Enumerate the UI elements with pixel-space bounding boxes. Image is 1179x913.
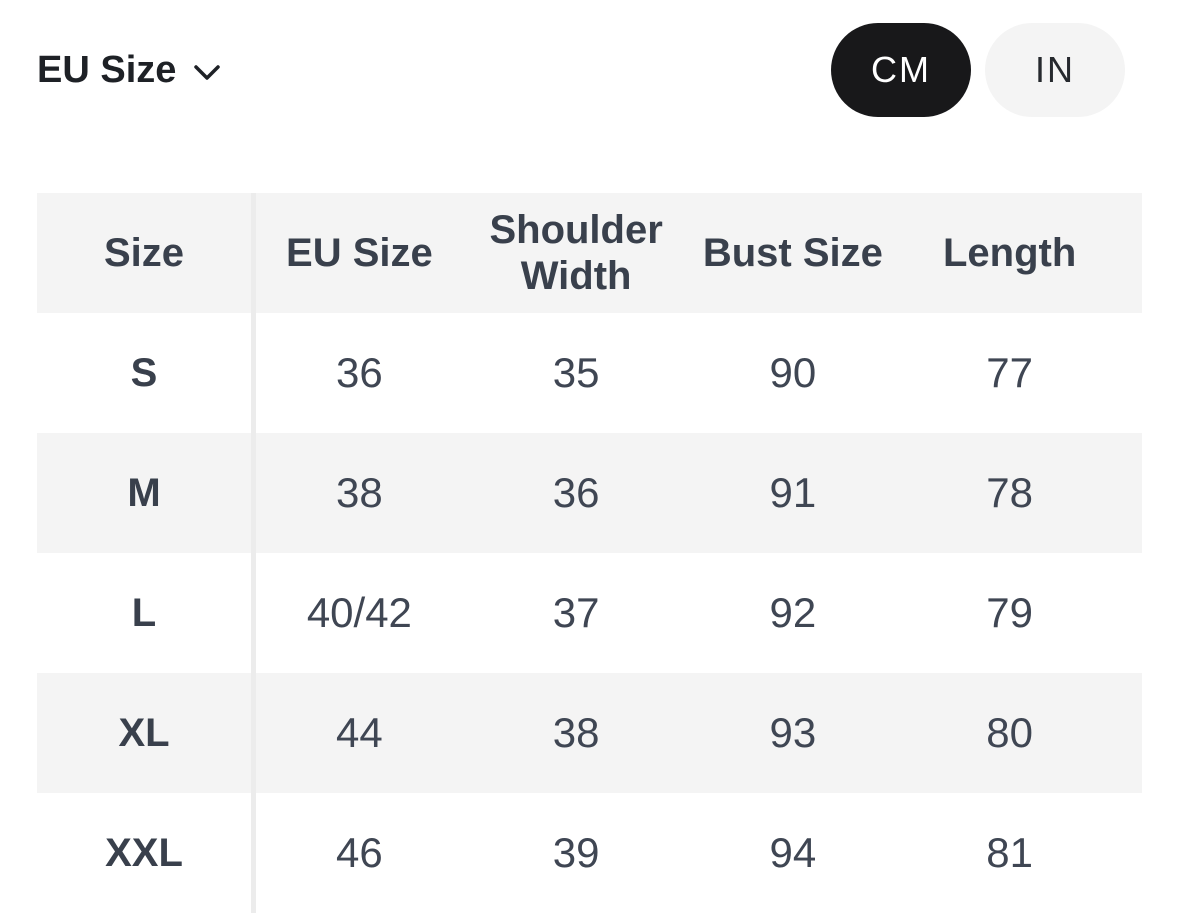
- header-cell-size: Size: [103, 231, 185, 275]
- value-cell-length: 80: [986, 708, 1033, 756]
- value-cell-length: 79: [986, 588, 1033, 636]
- size-label-cell: L: [131, 591, 157, 635]
- size-label-cell: XL: [118, 711, 170, 755]
- size-system-label: EU Size: [37, 48, 177, 91]
- value-cell-eu-size: 36: [336, 348, 383, 396]
- table-row-xxl: XXL 46 39 94 81: [37, 793, 1142, 913]
- table-row-l: L 40/42 37 92 79: [37, 553, 1142, 673]
- table-header-row: Size EU Size Shoulder Width Bust Size Le…: [37, 193, 1142, 313]
- table-row-m: M 38 36 91 78: [37, 433, 1142, 553]
- unit-toggle-cm-label: CM: [871, 49, 931, 90]
- value-cell-eu-size: 40/42: [306, 588, 412, 636]
- size-chart-table: Size EU Size Shoulder Width Bust Size Le…: [37, 193, 1142, 913]
- topbar: EU Size CM IN: [37, 23, 1125, 117]
- value-cell-bust-size: 92: [769, 588, 817, 636]
- size-label-cell: XXL: [105, 831, 183, 875]
- value-cell-bust-size: 91: [769, 468, 817, 516]
- value-cell-eu-size: 44: [336, 708, 383, 756]
- size-label-cell: M: [127, 471, 161, 515]
- value-cell-eu-size: 38: [336, 468, 383, 516]
- value-cell-shoulder-width: 39: [552, 828, 600, 876]
- size-system-dropdown[interactable]: EU Size: [37, 49, 222, 92]
- unit-toggle-in-button[interactable]: IN: [985, 23, 1125, 117]
- value-cell-length: 77: [986, 348, 1033, 396]
- value-cell-bust-size: 93: [769, 708, 817, 756]
- value-cell-shoulder-width: 38: [552, 708, 600, 756]
- value-cell-bust-size: 90: [769, 348, 817, 396]
- chevron-down-icon: [192, 63, 222, 83]
- header-cell-length: Length: [942, 231, 1077, 275]
- unit-toggle: CM IN: [831, 23, 1125, 117]
- header-cell-eu-size: EU Size: [286, 231, 433, 275]
- header-cell-bust-size: Bust Size: [702, 231, 883, 275]
- header-cell-shoulder-width: Shoulder Width: [489, 208, 663, 298]
- value-cell-bust-size: 94: [769, 828, 817, 876]
- value-cell-eu-size: 46: [336, 828, 383, 876]
- size-label-cell: S: [130, 351, 158, 395]
- value-cell-length: 81: [986, 828, 1033, 876]
- unit-toggle-cm-button[interactable]: CM: [831, 23, 971, 117]
- value-cell-shoulder-width: 37: [552, 588, 600, 636]
- column-divider: [251, 193, 256, 913]
- value-cell-shoulder-width: 36: [552, 468, 600, 516]
- table-row-s: S 36 35 90 77: [37, 313, 1142, 433]
- value-cell-length: 78: [986, 468, 1033, 516]
- table-row-xl: XL 44 38 93 80: [37, 673, 1142, 793]
- unit-toggle-in-label: IN: [1035, 49, 1075, 90]
- value-cell-shoulder-width: 35: [552, 348, 600, 396]
